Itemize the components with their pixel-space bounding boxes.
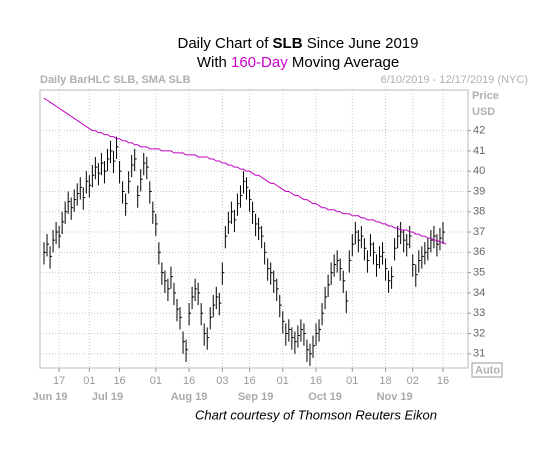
month-label: Sep 19 <box>238 391 273 403</box>
x-tick-label: 18 <box>379 375 391 387</box>
subtitle-highlight: 160-Day <box>231 54 288 71</box>
x-tick-label: 01 <box>150 375 162 387</box>
x-tick-label: 16 <box>310 375 322 387</box>
title-ticker: SLB <box>273 35 303 52</box>
x-tick-label: 03 <box>216 375 228 387</box>
y-axis-label: USD <box>472 106 495 118</box>
y-tick-label: 38 <box>473 206 485 218</box>
y-tick-label: 32 <box>473 327 485 339</box>
x-tick-label: 01 <box>277 375 289 387</box>
x-tick-label: 17 <box>53 375 65 387</box>
y-tick-label: 39 <box>473 185 485 197</box>
month-label: Jun 19 <box>33 391 68 403</box>
y-tick-label: 35 <box>473 267 485 279</box>
y-tick-label: 37 <box>473 226 485 238</box>
month-label: Jul 19 <box>92 391 123 403</box>
header-left: Daily BarHLC SLB, SMA SLB <box>40 74 191 86</box>
title-suffix: Since June 2019 <box>307 35 419 52</box>
month-label: Aug 19 <box>171 391 208 403</box>
title-prefix: Daily Chart of <box>178 35 270 52</box>
y-tick-label: 33 <box>473 307 485 319</box>
y-tick-label: 42 <box>473 124 485 136</box>
y-tick-label: 31 <box>473 348 485 360</box>
scale-button[interactable] <box>471 362 503 378</box>
y-tick-label: 41 <box>473 145 485 157</box>
subtitle-suffix: Moving Average <box>292 54 399 71</box>
x-tick-label: 16 <box>113 375 125 387</box>
x-tick-label: 16 <box>437 375 449 387</box>
y-tick-label: 36 <box>473 246 485 258</box>
month-label: Nov 19 <box>377 391 413 403</box>
chart-title: Daily Chart of SLB Since June 2019 <box>178 35 419 52</box>
month-label: Oct 19 <box>308 391 342 403</box>
plot-frame <box>39 89 469 369</box>
x-tick-label: 01 <box>83 375 95 387</box>
x-tick-label: 02 <box>407 375 419 387</box>
footer: Chart courtesy of Thomson Reuters Eikon <box>195 407 437 422</box>
y-tick-label: 34 <box>473 287 485 299</box>
x-tick-label: 01 <box>346 375 358 387</box>
header-right: 6/10/2019 - 12/17/2019 (NYC) <box>381 74 528 86</box>
y-axis-label: Price <box>472 90 499 102</box>
moving-average-line <box>43 97 447 245</box>
y-tick-label: 40 <box>473 165 485 177</box>
chart-subtitle: With 160-Day Moving Average <box>197 54 399 71</box>
subtitle-prefix: With <box>197 54 227 71</box>
x-tick-label: 16 <box>243 375 255 387</box>
scale-button-label[interactable]: Auto <box>475 364 500 376</box>
x-tick-label: 16 <box>183 375 195 387</box>
